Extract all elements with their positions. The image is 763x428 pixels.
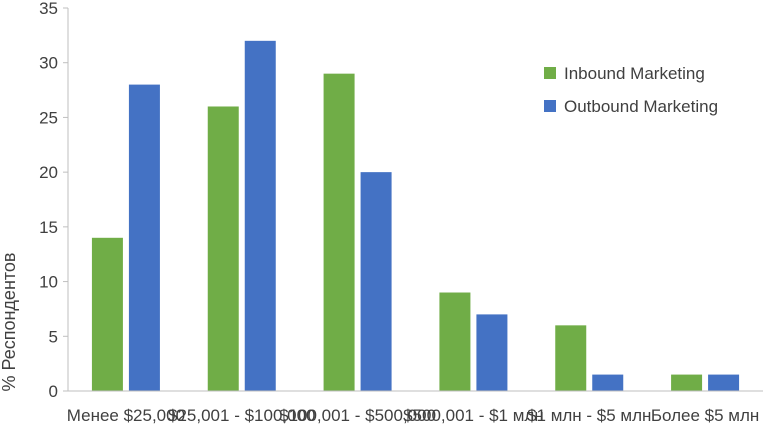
bar-inbound-2 [323,73,355,392]
y-tick-label: 10 [39,273,58,292]
bar-outbound-1 [244,40,276,391]
bar-inbound-3 [439,292,471,391]
x-tick-label: Более $5 млн [651,406,759,425]
legend: Inbound Marketing Outbound Marketing [544,64,718,116]
bar-outbound-3 [476,314,508,391]
y-tick-label: 5 [49,327,58,346]
bar-inbound-5 [671,374,703,391]
x-tick-label: Менее $25,000 [67,406,185,425]
x-tick-label: $100,001 - $500,000 [279,406,436,425]
bars [91,40,740,392]
x-tick-label: $25,001 - $100,000 [168,406,315,425]
y-axis-ticks: 0 5 10 15 20 25 30 35 [39,0,68,401]
x-tick-label: $500,001 - $1 млн [403,406,544,425]
y-tick-label: 30 [39,54,58,73]
bar-outbound-2 [360,172,392,391]
x-axis-ticks: Менее $25,000$25,001 - $100,000$100,001 … [67,406,760,425]
y-tick-label: 25 [39,108,58,127]
y-tick-label: 35 [39,0,58,18]
bar-outbound-5 [708,374,740,391]
legend-label: Outbound Marketing [564,97,718,116]
y-tick-label: 20 [39,163,58,182]
bar-inbound-0 [91,237,123,391]
legend-swatch [544,100,556,112]
legend-label: Inbound Marketing [564,64,705,83]
bar-inbound-4 [555,325,587,391]
bar-outbound-4 [592,374,624,391]
y-axis-label: % Респондентов [0,253,19,392]
y-tick-label: 15 [39,218,58,237]
x-tick-label: $1 млн - $5 млн [527,406,651,425]
bar-outbound-0 [128,84,160,391]
bar-inbound-1 [207,106,239,391]
y-tick-label: 0 [49,382,58,401]
legend-swatch [544,67,556,79]
